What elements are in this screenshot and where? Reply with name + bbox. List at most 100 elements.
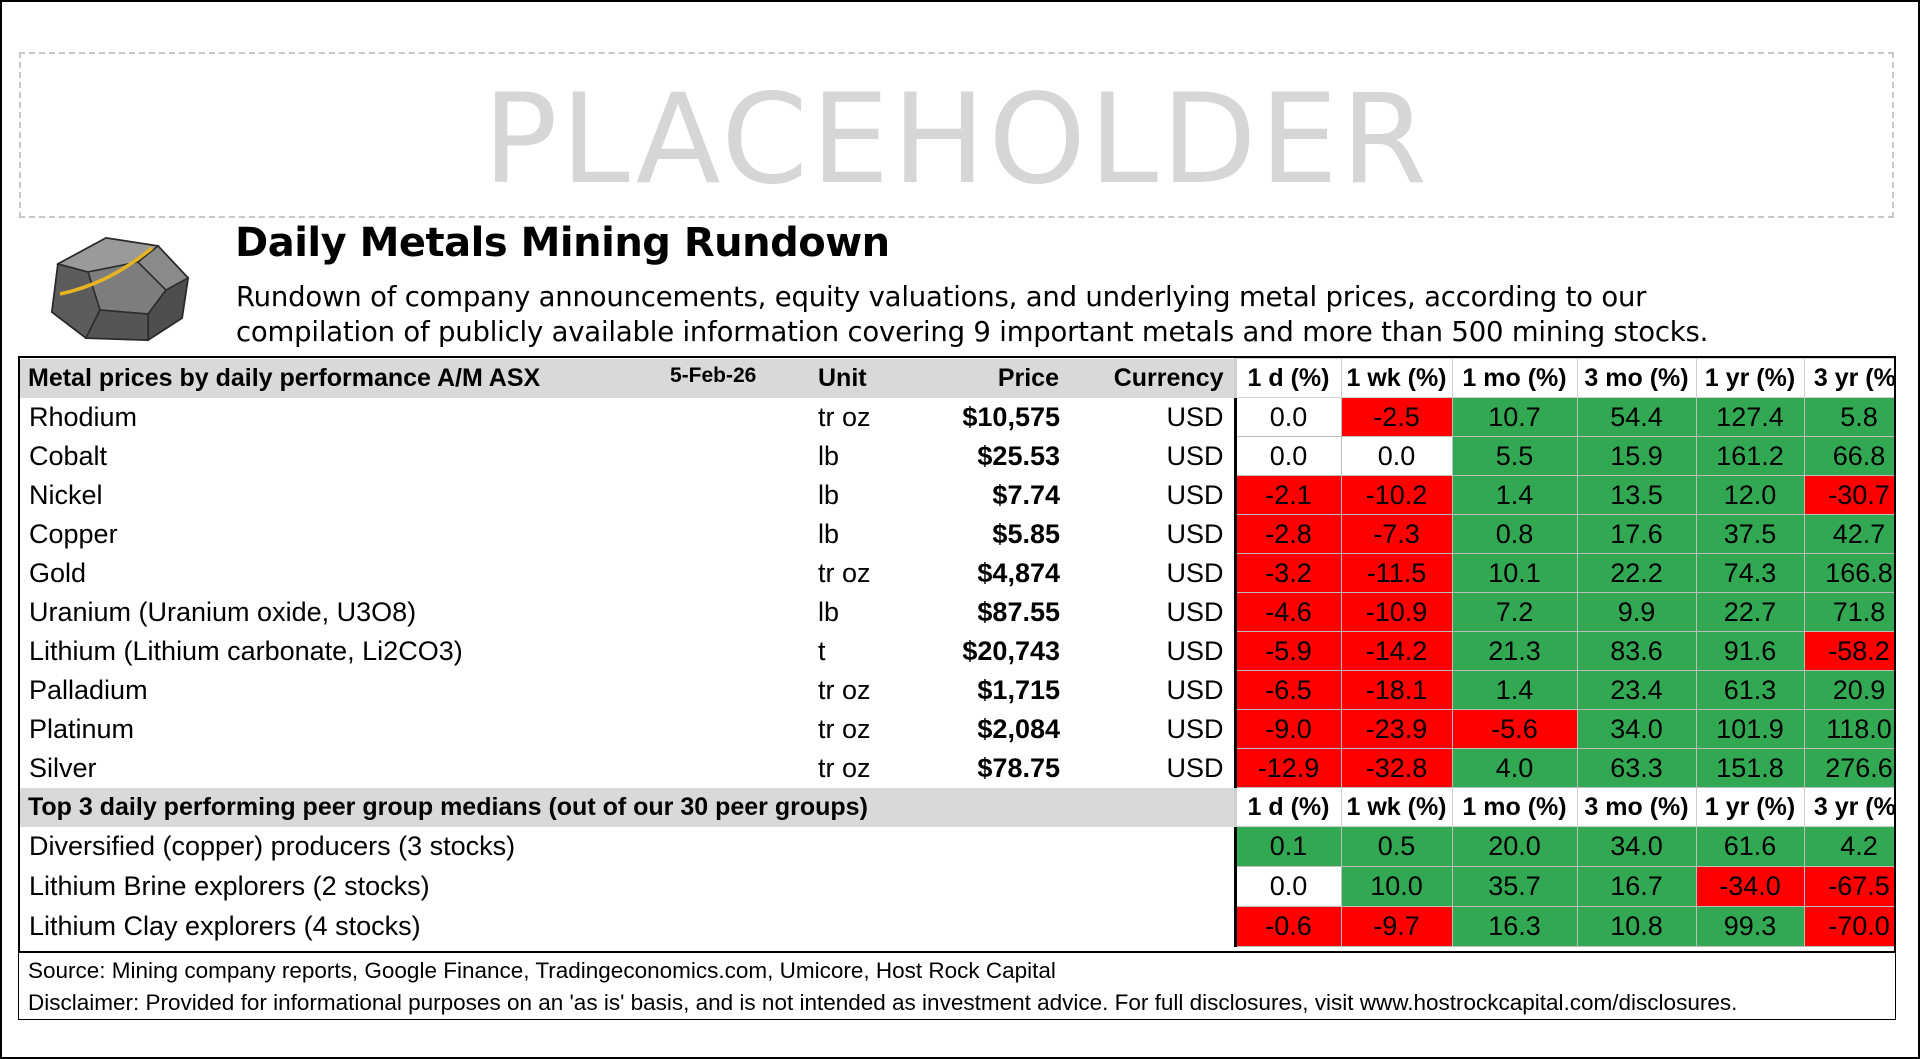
metal-name: Rhodium xyxy=(29,401,138,432)
metal-currency: USD xyxy=(1166,713,1224,744)
performance-cell: 20.9 xyxy=(1803,670,1894,710)
performance-cell: 21.3 xyxy=(1451,631,1578,671)
performance-cell: -2.5 xyxy=(1340,397,1453,437)
peer-row: Diversified (copper) producers (3 stocks… xyxy=(20,826,1894,867)
peer-performance-cell: 0.1 xyxy=(1233,826,1342,867)
peer-performance-cell: -9.7 xyxy=(1340,906,1453,947)
performance-cell: 118.0 xyxy=(1803,709,1894,749)
peer-performance-cell: 61.6 xyxy=(1695,826,1805,867)
performance-cell: -10.2 xyxy=(1340,475,1453,515)
col-header-price: Price xyxy=(926,358,1069,398)
placeholder-banner: PLACEHOLDER xyxy=(19,52,1894,218)
performance-cell: 66.8 xyxy=(1803,436,1894,476)
metals-table-title: Metal prices by daily performance A/M AS… xyxy=(20,358,810,398)
metal-name: Cobalt xyxy=(29,440,108,471)
performance-cell: 83.6 xyxy=(1576,631,1697,671)
performance-cell: 9.9 xyxy=(1576,592,1697,632)
metal-currency: USD xyxy=(1166,518,1224,549)
performance-cell: 22.2 xyxy=(1576,553,1697,593)
metal-row: Palladium tr oz $1,715 USD -6.5 -18.1 1.4 23.4 6… xyxy=(20,670,1894,710)
col-header-currency: Currency xyxy=(1069,358,1235,398)
col-header-period: 3 yr (%) xyxy=(1803,358,1894,398)
performance-cell: 5.5 xyxy=(1451,436,1578,476)
metal-unit: tr oz xyxy=(818,674,871,705)
performance-cell: 127.4 xyxy=(1695,397,1805,437)
performance-cell: -2.1 xyxy=(1233,475,1342,515)
performance-cell: 13.5 xyxy=(1576,475,1697,515)
peer-group-name: Diversified (copper) producers (3 stocks… xyxy=(29,831,516,861)
metal-unit: tr oz xyxy=(818,557,871,588)
metal-price: $20,743 xyxy=(962,635,1060,666)
metal-row: Platinum tr oz $2,084 USD -9.0 -23.9 -5.6 34.0 1… xyxy=(20,709,1894,749)
peer-performance-cell: 16.7 xyxy=(1576,866,1697,907)
metal-price: $1,715 xyxy=(977,674,1060,705)
performance-cell: -58.2 xyxy=(1803,631,1894,671)
performance-cell: -3.2 xyxy=(1233,553,1342,593)
metal-price: $87.55 xyxy=(977,596,1060,627)
metal-price: $2,084 xyxy=(977,713,1060,744)
metal-price: $25.53 xyxy=(977,440,1060,471)
performance-cell: -18.1 xyxy=(1340,670,1453,710)
performance-cell: -23.9 xyxy=(1340,709,1453,749)
metal-unit: t xyxy=(818,635,826,666)
peer-performance-cell: 34.0 xyxy=(1576,826,1697,867)
metal-price: $10,575 xyxy=(962,401,1060,432)
performance-cell: 151.8 xyxy=(1695,748,1805,788)
performance-cell: 17.6 xyxy=(1576,514,1697,554)
metal-currency: USD xyxy=(1166,479,1224,510)
performance-cell: -32.8 xyxy=(1340,748,1453,788)
performance-cell: 74.3 xyxy=(1695,553,1805,593)
metal-row: Copper lb $5.85 USD -2.8 -7.3 0.8 17.6 37.5 42.7 xyxy=(20,514,1894,554)
metal-price: $5.85 xyxy=(992,518,1060,549)
peer-col-header-period: 1 yr (%) xyxy=(1695,787,1805,827)
metal-row: Nickel lb $7.74 USD -2.1 -10.2 1.4 13.5 12.0 -30.… xyxy=(20,475,1894,515)
col-header-period: 1 yr (%) xyxy=(1695,358,1805,398)
peer-row: Lithium Clay explorers (4 stocks) -0.6 -9.… xyxy=(20,906,1894,947)
performance-cell: -12.9 xyxy=(1233,748,1342,788)
subtitle-line-2: compilation of publicly available inform… xyxy=(236,316,1709,348)
performance-cell: 54.4 xyxy=(1576,397,1697,437)
peer-performance-cell: 10.8 xyxy=(1576,906,1697,947)
peer-performance-cell: 99.3 xyxy=(1695,906,1805,947)
metal-currency: USD xyxy=(1166,596,1224,627)
performance-cell: 61.3 xyxy=(1695,670,1805,710)
col-header-period: 1 wk (%) xyxy=(1340,358,1453,398)
metal-row: Rhodium tr oz $10,575 USD 0.0 -2.5 10.7 54.4 127… xyxy=(20,397,1894,437)
performance-cell: 37.5 xyxy=(1695,514,1805,554)
performance-cell: 10.7 xyxy=(1451,397,1578,437)
metal-currency: USD xyxy=(1166,752,1224,783)
peer-table-title: Top 3 daily performing peer group median… xyxy=(20,787,1235,827)
footer: Source: Mining company reports, Google F… xyxy=(18,953,1896,1020)
peer-col-header-period: 1 d (%) xyxy=(1233,787,1342,827)
performance-cell: -5.9 xyxy=(1233,631,1342,671)
metal-price: $78.75 xyxy=(977,752,1060,783)
metals-header-row: Metal prices by daily performance A/M AS… xyxy=(20,358,1894,398)
peer-group-name: Lithium Brine explorers (2 stocks) xyxy=(29,871,430,901)
performance-cell: -30.7 xyxy=(1803,475,1894,515)
metals-table-date: 5-Feb-26 xyxy=(670,364,757,387)
peer-performance-cell: 20.0 xyxy=(1451,826,1578,867)
page-title: Daily Metals Mining Rundown xyxy=(235,220,890,266)
performance-cell: 7.2 xyxy=(1451,592,1578,632)
peer-performance-cell: 16.3 xyxy=(1451,906,1578,947)
footer-disclaimer: Disclaimer: Provided for informational p… xyxy=(28,990,1738,1015)
metal-row: Cobalt lb $25.53 USD 0.0 0.0 5.5 15.9 161.2 66.8 xyxy=(20,436,1894,476)
performance-cell: 101.9 xyxy=(1695,709,1805,749)
metal-row: Lithium (Lithium carbonate, Li2CO3) t $20,… xyxy=(20,631,1894,671)
performance-cell: 1.4 xyxy=(1451,670,1578,710)
performance-cell: 22.7 xyxy=(1695,592,1805,632)
peer-performance-cell: 10.0 xyxy=(1340,866,1453,907)
col-header-period: 1 d (%) xyxy=(1233,358,1342,398)
performance-cell: -14.2 xyxy=(1340,631,1453,671)
peer-col-header-period: 3 mo (%) xyxy=(1576,787,1697,827)
performance-cell: 0.0 xyxy=(1233,397,1342,437)
peer-performance-cell: -70.0 xyxy=(1803,906,1894,947)
metal-currency: USD xyxy=(1166,674,1224,705)
performance-cell: -11.5 xyxy=(1340,553,1453,593)
performance-cell: 34.0 xyxy=(1576,709,1697,749)
metals-table: Metal prices by daily performance A/M AS… xyxy=(20,358,1894,947)
performance-cell: 276.6 xyxy=(1803,748,1894,788)
performance-cell: 71.8 xyxy=(1803,592,1894,632)
metal-price: $7.74 xyxy=(992,479,1060,510)
